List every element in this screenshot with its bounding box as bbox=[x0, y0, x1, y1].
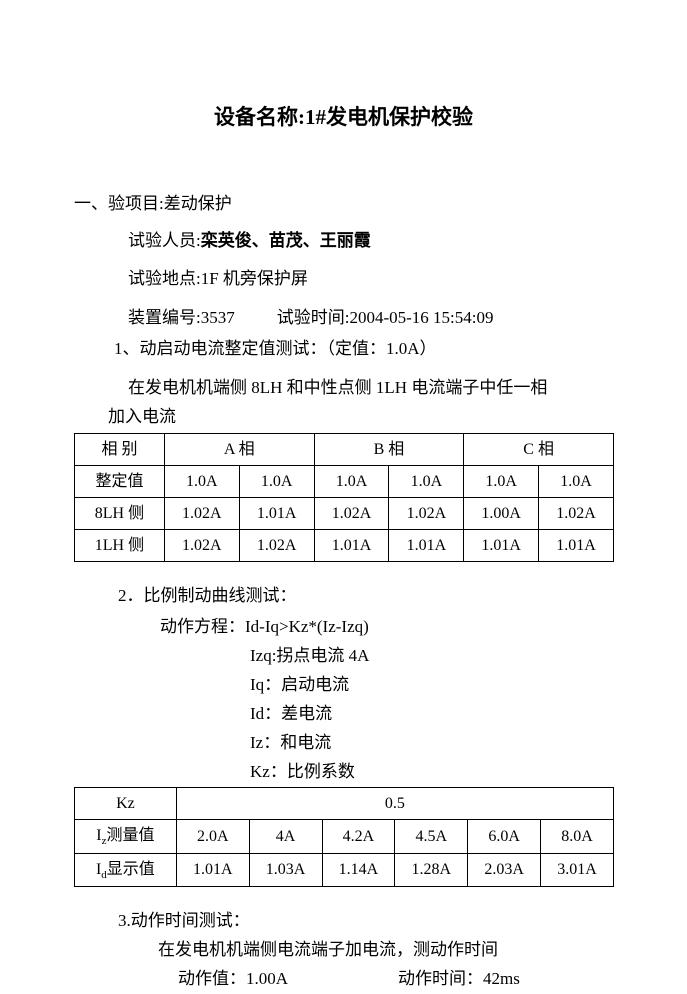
table1-desc1: 在发电机机端侧 8LH 和中性点侧 1LH 电流端子中任一相 bbox=[128, 374, 617, 401]
test-time: 试验时间:2004-05-16 15:54:09 bbox=[277, 308, 494, 327]
table1-cell: 1.0A bbox=[239, 465, 314, 497]
equation-def: Iq：启动电流 bbox=[250, 671, 617, 700]
table1-cell: 1.01A bbox=[539, 530, 614, 562]
section-heading: 一、验项目:差动保护 bbox=[74, 190, 617, 219]
test3-action-time: 动作时间：42ms bbox=[398, 969, 520, 988]
table1-cell: 1.0A bbox=[389, 465, 464, 497]
table1-cell: 1.0A bbox=[164, 465, 239, 497]
table1-cell: 1.0A bbox=[539, 465, 614, 497]
table2-kz-value: 0.5 bbox=[176, 787, 613, 819]
table1-cell: 1.02A bbox=[314, 497, 389, 529]
test2-title: 2．比例制动曲线测试： bbox=[118, 582, 617, 611]
test1-title: 1、动启动电流整定值测试：（定值：1.0A） bbox=[114, 335, 617, 364]
device-time-line: 装置编号:3537 试验时间:2004-05-16 15:54:09 bbox=[128, 304, 617, 333]
table1-rowlabel: 整定值 bbox=[75, 465, 165, 497]
table1-cell: 1.02A bbox=[164, 497, 239, 529]
table1-rowlabel: 相 别 bbox=[75, 433, 165, 465]
table1-cell: 1.0A bbox=[314, 465, 389, 497]
table2-cell: 4.5A bbox=[395, 819, 468, 853]
table2-cell: 1.01A bbox=[176, 853, 249, 887]
personnel-line: 试验人员:栾英俊、苗茂、王丽霞 bbox=[128, 227, 617, 256]
equation-def: Iz：和电流 bbox=[250, 729, 617, 758]
table2-rowlabel: Id显示值 bbox=[75, 853, 177, 887]
table1: 相 别A 相B 相C 相整定值1.0A1.0A1.0A1.0A1.0A1.0A8… bbox=[74, 433, 614, 563]
table2-rowlabel: Iz测量值 bbox=[75, 819, 177, 853]
table1-cell: 1.02A bbox=[239, 530, 314, 562]
test3-line1: 在发电机机端侧电流端子加电流，测动作时间 bbox=[158, 936, 617, 965]
table2-cell: 2.03A bbox=[468, 853, 541, 887]
table1-colheader: B 相 bbox=[314, 433, 464, 465]
table2: Kz0.5Iz测量值2.0A4A4.2A4.5A6.0A8.0AId显示值1.0… bbox=[74, 787, 614, 888]
table1-cell: 1.01A bbox=[464, 530, 539, 562]
table2-cell: 1.14A bbox=[322, 853, 395, 887]
test3-values: 动作值：1.00A 动作时间：42ms bbox=[178, 965, 617, 994]
table2-cell: 4.2A bbox=[322, 819, 395, 853]
personnel-names: 栾英俊、苗茂、王丽霞 bbox=[201, 231, 371, 250]
table1-cell: 1.00A bbox=[464, 497, 539, 529]
table1-colheader: C 相 bbox=[464, 433, 614, 465]
table1-cell: 1.02A bbox=[164, 530, 239, 562]
table2-cell: 6.0A bbox=[468, 819, 541, 853]
table1-cell: 1.01A bbox=[239, 497, 314, 529]
table2-cell: 3.01A bbox=[541, 853, 614, 887]
table1-rowlabel: 8LH 侧 bbox=[75, 497, 165, 529]
table2-cell: 8.0A bbox=[541, 819, 614, 853]
personnel-label: 试验人员: bbox=[128, 231, 201, 250]
table2-cell: 1.03A bbox=[249, 853, 322, 887]
table2-cell: 1.28A bbox=[395, 853, 468, 887]
table1-cell: 1.01A bbox=[314, 530, 389, 562]
table1-cell: 1.0A bbox=[464, 465, 539, 497]
table1-rowlabel: 1LH 侧 bbox=[75, 530, 165, 562]
table2-kz-label: Kz bbox=[75, 787, 177, 819]
page-title: 设备名称:1#发电机保护校验 bbox=[70, 100, 617, 136]
table1-cell: 1.02A bbox=[389, 497, 464, 529]
table2-cell: 2.0A bbox=[176, 819, 249, 853]
equation-def: Kz：比例系数 bbox=[250, 758, 617, 787]
table2-cell: 4A bbox=[249, 819, 322, 853]
test3-title: 3.动作时间测试： bbox=[118, 907, 617, 936]
table1-desc2: 加入电流 bbox=[108, 403, 617, 430]
equation-def: Id：差电流 bbox=[250, 700, 617, 729]
device-no: 装置编号:3537 bbox=[128, 308, 235, 327]
table1-colheader: A 相 bbox=[164, 433, 314, 465]
test3-action-value: 动作值：1.00A bbox=[178, 969, 288, 988]
equation-main: 动作方程：Id-Iq>Kz*(Iz-Izq) bbox=[160, 613, 617, 642]
table1-cell: 1.02A bbox=[539, 497, 614, 529]
location-line: 试验地点:1F 机旁保护屏 bbox=[128, 265, 617, 294]
equation-def: Izq:拐点电流 4A bbox=[250, 642, 617, 671]
table1-cell: 1.01A bbox=[389, 530, 464, 562]
